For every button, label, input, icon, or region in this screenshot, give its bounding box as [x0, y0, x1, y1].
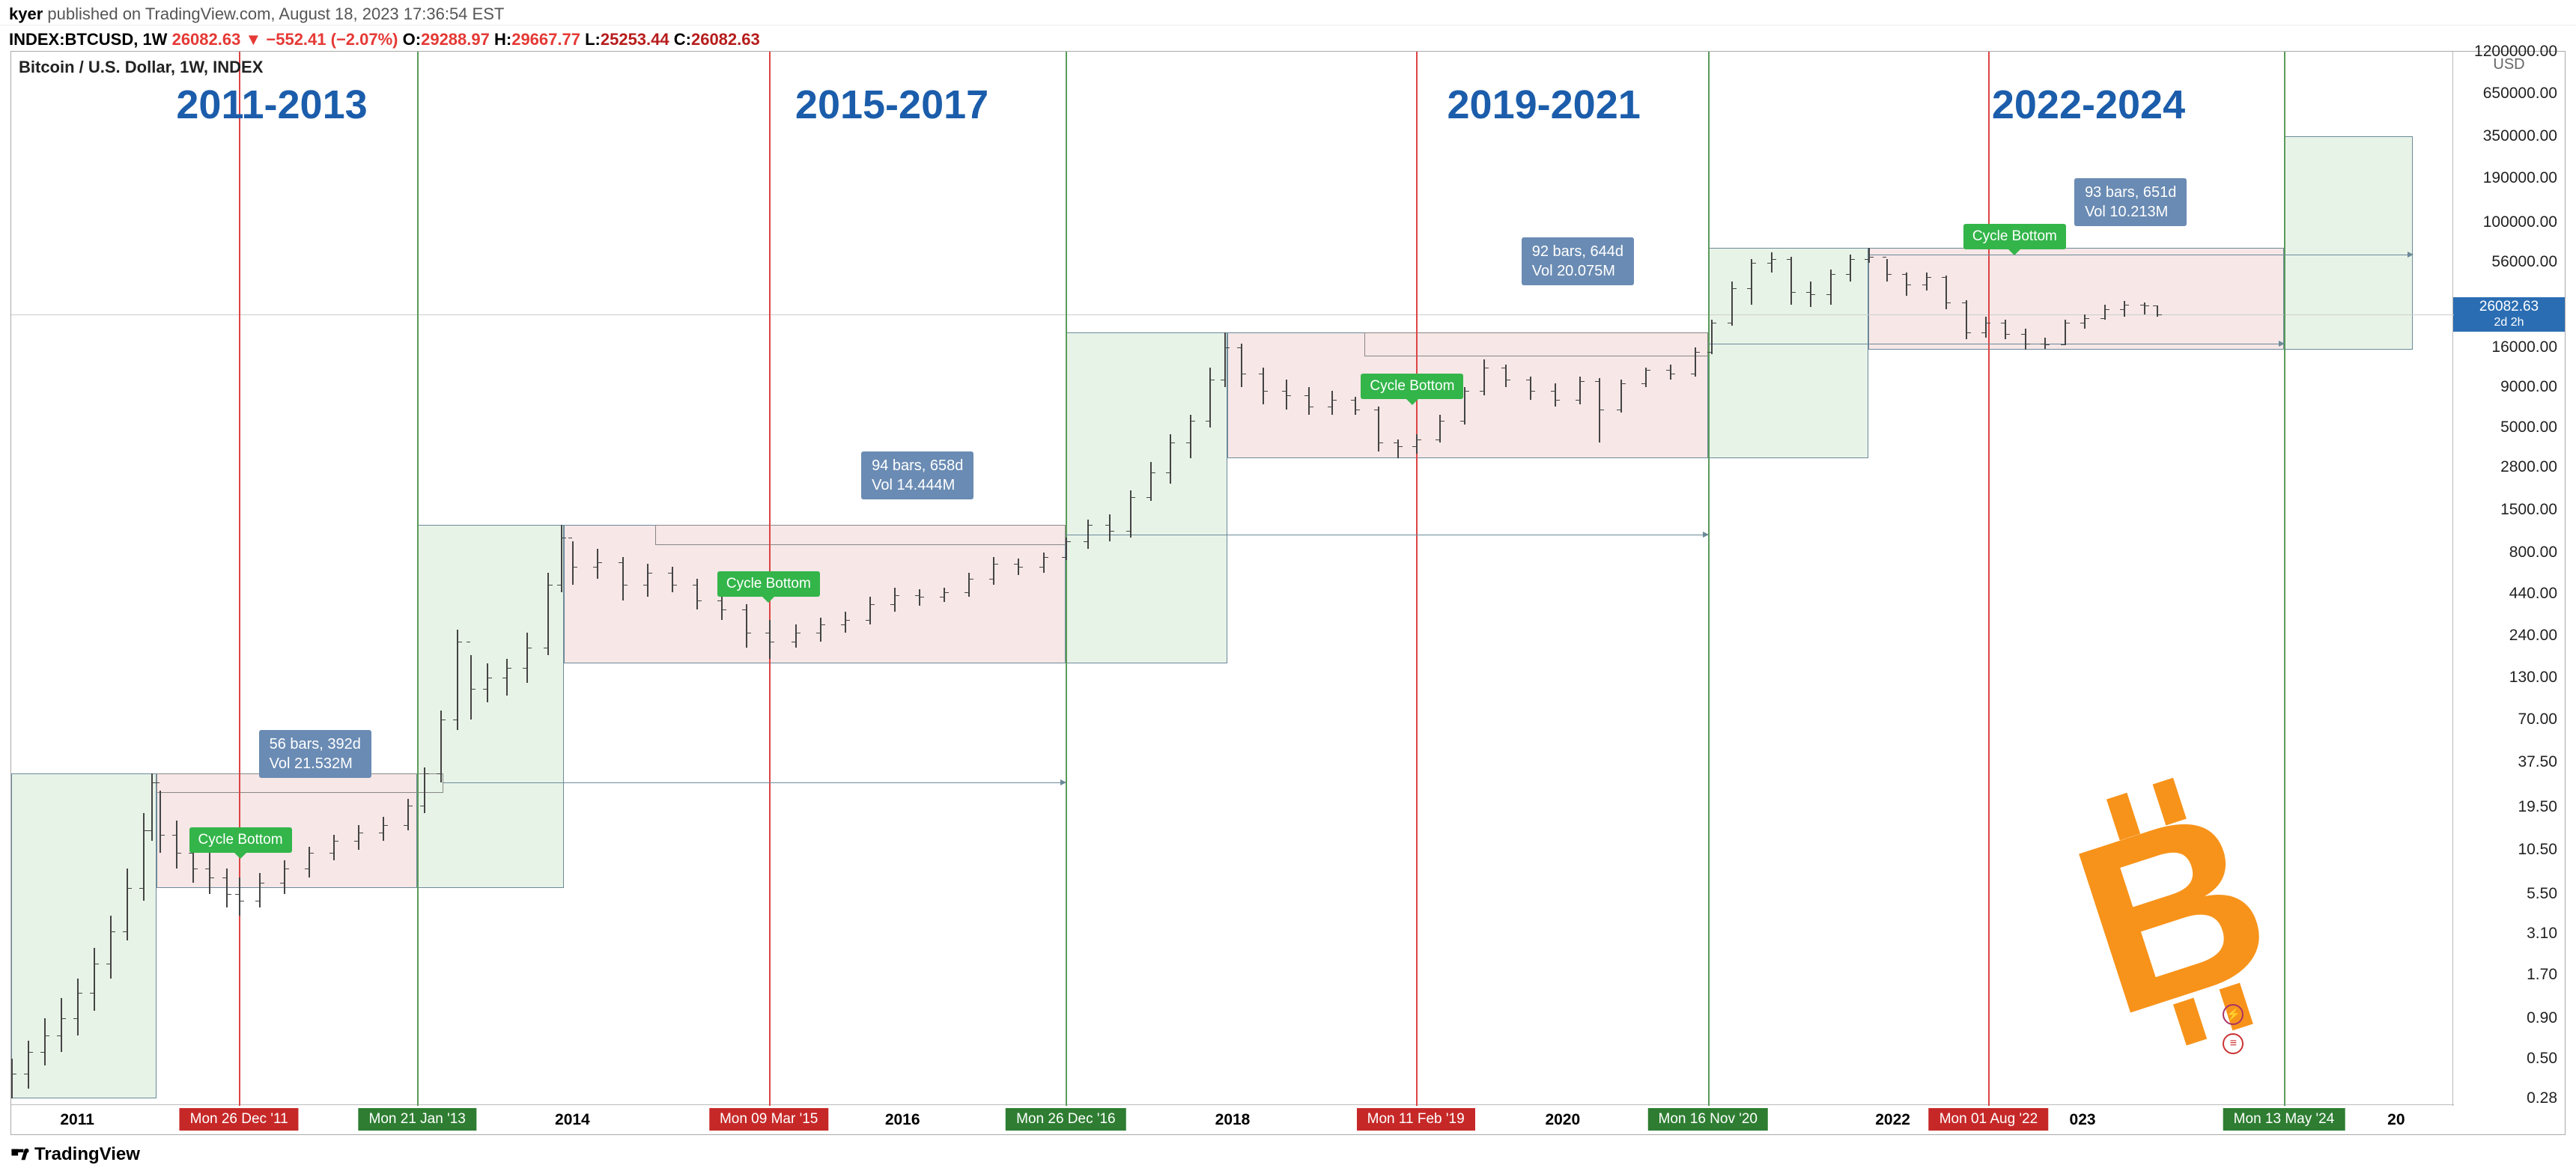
stats-tooltip: 93 bars, 651dVol 10.213M: [2074, 178, 2187, 226]
y-tick-label: 2800.00: [2500, 458, 2557, 476]
cycle-bottom-label: Cycle Bottom: [189, 827, 292, 853]
y-tick-label: 16000.00: [2491, 338, 2557, 356]
y-tick-label: 130.00: [2509, 669, 2557, 687]
cycle-vline: [1066, 52, 1067, 1106]
indicator-icon[interactable]: ⚡: [2223, 1004, 2244, 1025]
author: kyer: [9, 4, 43, 23]
x-date-label: Mon 01 Aug '22: [1929, 1108, 2048, 1131]
x-year-label: 2020: [1545, 1111, 1580, 1129]
y-tick-label: 100000.00: [2483, 213, 2557, 231]
y-tick-label: 5000.00: [2500, 419, 2557, 437]
y-tick-label: 10.50: [2518, 841, 2557, 859]
stats-tooltip: 94 bars, 658dVol 14.444M: [861, 451, 973, 499]
cycle-header: 2015-2017: [795, 82, 988, 128]
y-tick-label: 190000.00: [2483, 169, 2557, 187]
cycle-bottom-label: Cycle Bottom: [717, 571, 820, 597]
cycle-vline: [417, 52, 419, 1106]
x-year-label: 2016: [885, 1111, 920, 1129]
chart-container[interactable]: Bitcoin / U.S. Dollar, 1W, INDEX 2011-20…: [10, 51, 2566, 1135]
x-date-label: Mon 13 May '24: [2223, 1108, 2345, 1131]
stats-tooltip: 56 bars, 392dVol 21.532M: [259, 730, 371, 778]
x-date-label: Mon 16 Nov '20: [1648, 1108, 1768, 1131]
y-tick-label: 5.50: [2527, 885, 2557, 903]
y-tick-label: 800.00: [2509, 544, 2557, 562]
y-tick-label: 1200000.00: [2474, 43, 2557, 61]
y-tick-label: 1.70: [2527, 966, 2557, 984]
x-date-label: Mon 11 Feb '19: [1357, 1108, 1475, 1131]
x-date-label: Mon 26 Dec '16: [1006, 1108, 1126, 1131]
cycle-header: 2022-2024: [1992, 82, 2185, 128]
y-tick-label: 3.10: [2527, 925, 2557, 943]
x-date-label: Mon 09 Mar '15: [709, 1108, 828, 1131]
cycle-vline: [1988, 52, 1990, 1106]
y-tick-label: 0.90: [2527, 1009, 2557, 1027]
x-date-label: Mon 21 Jan '13: [359, 1108, 476, 1131]
x-axis[interactable]: 2011 2014 2016 2018 2020 2022 023 20 Mon 26 Dec …: [11, 1104, 2454, 1134]
cycle-vline: [239, 52, 240, 1106]
x-year-fragment: 023: [2070, 1111, 2096, 1129]
publish-header: kyer published on TradingView.com, Augus…: [0, 0, 2576, 25]
ohlc-bar: INDEX:BTCUSD, 1W 26082.63 ▼ −552.41 (−2.…: [0, 25, 2576, 48]
cycle-header: 2011-2013: [176, 82, 367, 128]
x-year-label: 2014: [555, 1111, 590, 1129]
footer: TradingView: [0, 1138, 2576, 1171]
cycle-bottom-label: Cycle Bottom: [1963, 224, 2066, 249]
x-year-label: 2022: [1875, 1111, 1910, 1129]
stats-tooltip: 92 bars, 644dVol 20.075M: [1522, 237, 1634, 285]
y-tick-label: 350000.00: [2483, 127, 2557, 145]
chart-title: Bitcoin / U.S. Dollar, 1W, INDEX: [19, 58, 263, 77]
tradingview-logo-icon: [10, 1145, 30, 1164]
cycle-bottom-label: Cycle Bottom: [1361, 374, 1463, 399]
x-year-fragment: 20: [2387, 1111, 2405, 1129]
y-tick-label: 56000.00: [2491, 253, 2557, 271]
y-tick-label: 0.50: [2527, 1050, 2557, 1068]
x-year-label: 2018: [1215, 1111, 1251, 1129]
y-tick-label: 0.28: [2527, 1089, 2557, 1107]
x-year-label: 2011: [60, 1111, 94, 1129]
chart-plot[interactable]: Bitcoin / U.S. Dollar, 1W, INDEX 2011-20…: [11, 52, 2454, 1106]
bitcoin-logo-icon: B: [2023, 738, 2363, 1078]
y-tick-label: 650000.00: [2483, 85, 2557, 103]
y-tick-label: 440.00: [2509, 585, 2557, 603]
cycle-header: 2019-2021: [1448, 82, 1641, 128]
y-tick-label: 70.00: [2518, 711, 2557, 729]
y-tick-label: 19.50: [2518, 798, 2557, 816]
y-tick-label: 9000.00: [2500, 378, 2557, 396]
cycle-vline: [1416, 52, 1418, 1106]
y-tick-label: 240.00: [2509, 627, 2557, 645]
cycle-vline: [1708, 52, 1710, 1106]
current-price-badge: 26082.632d 2h: [2453, 297, 2565, 332]
y-tick-label: 1500.00: [2500, 501, 2557, 519]
indicator-icon[interactable]: ≡: [2223, 1033, 2244, 1054]
x-date-label: Mon 26 Dec '11: [180, 1108, 299, 1131]
y-axis[interactable]: USD 1200000.00650000.00350000.00190000.0…: [2452, 52, 2565, 1106]
y-tick-label: 37.50: [2518, 753, 2557, 771]
